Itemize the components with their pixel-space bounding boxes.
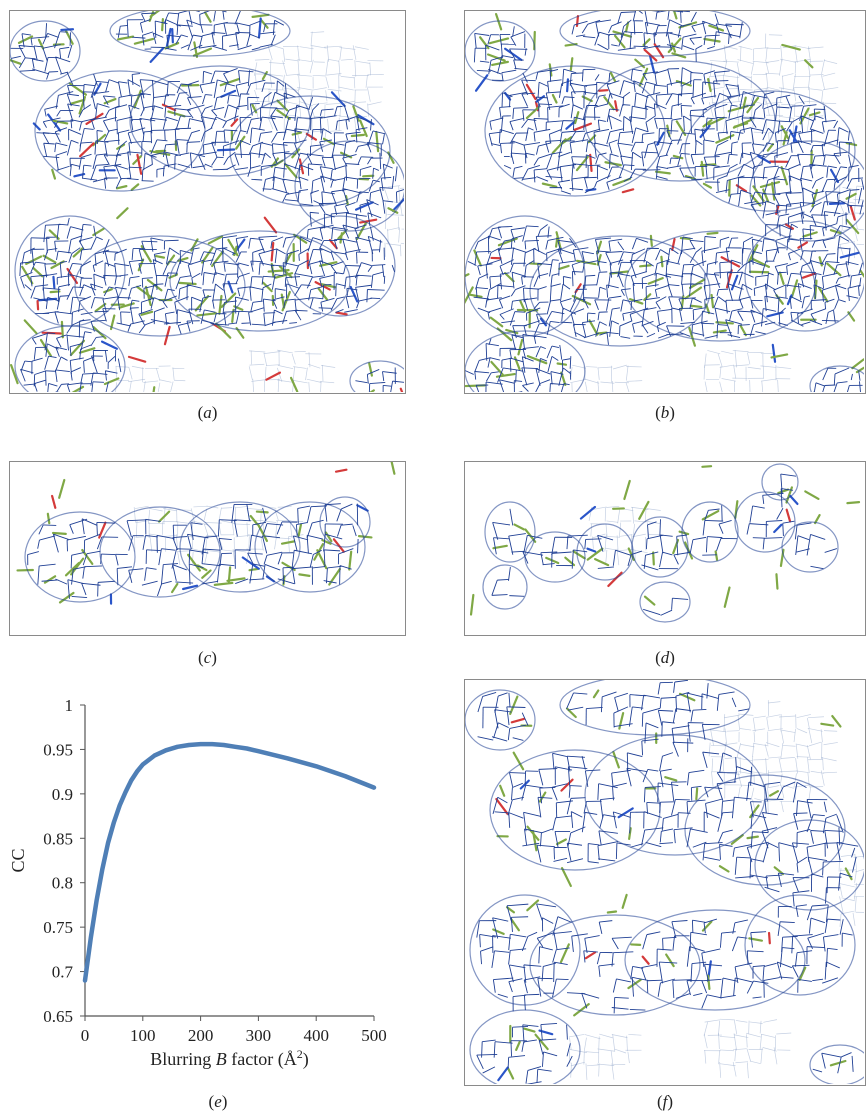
panel-a-letter: a	[203, 403, 212, 422]
panel-c-density-map	[9, 461, 406, 636]
density-contour	[482, 463, 839, 623]
y-tick-label: 0.9	[52, 785, 73, 804]
density-map-b-image	[465, 11, 864, 392]
faint-background-mesh	[570, 33, 864, 392]
atomic-model-sticks	[10, 11, 404, 392]
y-tick-label: 0.85	[43, 829, 73, 848]
x-tick-label: 100	[130, 1026, 156, 1045]
y-axis-label: CC	[8, 848, 28, 872]
atomic-model-sticks	[16, 462, 396, 605]
panel-a-caption: (a)	[197, 403, 218, 422]
cc-series-line	[82, 741, 377, 983]
faint-background-mesh	[133, 505, 304, 566]
density-mesh	[476, 680, 859, 1084]
y-tick-label: 0.95	[43, 740, 73, 759]
y-tick-label: 0.7	[52, 963, 74, 982]
y-tick-label: 0.65	[43, 1007, 73, 1026]
density-contour	[24, 496, 371, 603]
panel-a-density-map	[9, 10, 406, 394]
x-tick-label: 300	[246, 1026, 272, 1045]
density-mesh	[27, 503, 359, 599]
y-tick-label: 1	[65, 696, 74, 715]
atomic-model-sticks	[469, 465, 861, 616]
panel-d-caption: (d)	[655, 648, 675, 667]
faint-background-mesh	[115, 31, 404, 392]
atomic-model-sticks	[492, 689, 853, 1082]
x-tick-label: 400	[303, 1026, 329, 1045]
density-contour	[465, 11, 864, 392]
x-tick-label: 200	[188, 1026, 214, 1045]
density-contour	[465, 680, 864, 1084]
density-map-a-image	[10, 11, 404, 392]
density-mesh	[465, 11, 864, 392]
y-tick-label: 0.75	[43, 918, 73, 937]
panel-e-caption: (e)	[208, 1092, 228, 1111]
panel-f-density-map	[464, 679, 866, 1086]
panel-b-caption: (b)	[655, 403, 675, 422]
faint-background-mesh	[568, 700, 864, 1080]
density-mesh	[10, 11, 404, 392]
panel-d-density-map	[464, 461, 866, 636]
cc-vs-blurring-chart: 0.65 0.7 0.75 0.8 0.85 0.9 0.95 1 0 100 200 300 400 5…	[8, 696, 387, 1070]
density-map-d-image	[469, 463, 861, 623]
density-map-f-image	[465, 680, 864, 1084]
panel-c-caption: (c)	[198, 648, 217, 667]
panel-f-caption: (f)	[656, 1092, 674, 1111]
density-contour	[10, 11, 404, 392]
x-tick-label: 500	[361, 1026, 387, 1045]
y-tick-label: 0.8	[52, 874, 73, 893]
panel-e-letter: e	[214, 1092, 222, 1111]
density-map-c-image	[16, 462, 396, 605]
panel-b-density-map	[464, 10, 866, 394]
x-tick-label: 0	[81, 1026, 90, 1045]
panel-f-letter: f	[662, 1092, 668, 1111]
faint-background-mesh	[588, 505, 661, 566]
x-axis-label: Blurring B factor (Å2)	[150, 1047, 308, 1070]
panel-c-letter: c	[203, 648, 212, 667]
panel-b-letter: b	[660, 403, 670, 422]
panel-d-letter: d	[660, 648, 670, 667]
